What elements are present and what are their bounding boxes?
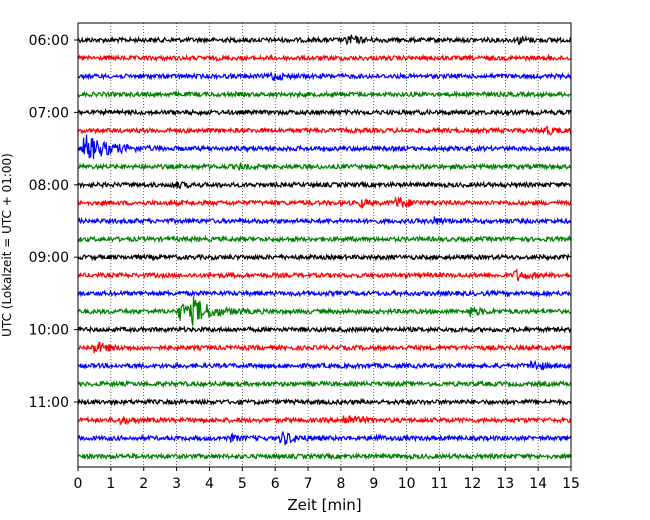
trace-1030 xyxy=(77,359,572,371)
trace-0930 xyxy=(77,289,572,298)
trace-1130 xyxy=(77,430,572,446)
trace-0800 xyxy=(77,180,572,190)
x-tick-label: 8 xyxy=(336,476,345,492)
y-axis-ticks: 06:00 07:00 08:00 09:00 10:00 11:00 xyxy=(29,33,78,411)
trace-0900 xyxy=(77,252,572,262)
trace-0645 xyxy=(77,89,572,99)
trace-0845 xyxy=(77,234,572,244)
trace-0815 xyxy=(77,195,572,210)
y-tick-label: 11:00 xyxy=(29,395,69,411)
x-tick-label: 10 xyxy=(398,476,416,492)
x-tick-label: 9 xyxy=(369,476,378,492)
x-tick-label: 1 xyxy=(106,476,115,492)
trace-1115 xyxy=(77,415,572,426)
trace-0730 xyxy=(77,134,572,160)
x-tick-label: 5 xyxy=(238,476,247,492)
trace-0745 xyxy=(77,162,572,172)
trace-0915 xyxy=(77,267,572,282)
y-axis-label: UTC (Lokalzeit = UTC + 01:00) xyxy=(0,153,14,337)
x-tick-label: 4 xyxy=(205,476,214,492)
trace-0945 xyxy=(78,296,572,326)
plot-frame xyxy=(77,22,572,468)
trace-0715 xyxy=(77,125,572,136)
x-tick-label: 3 xyxy=(172,476,181,492)
y-tick-label: 09:00 xyxy=(29,250,69,266)
x-tick-label: 2 xyxy=(139,476,148,492)
y-tick-label: 08:00 xyxy=(29,178,69,194)
x-tick-label: 6 xyxy=(271,476,280,492)
x-axis-label: Zeit [min] xyxy=(287,496,361,514)
vertical-grid xyxy=(110,23,539,467)
trace-layer xyxy=(77,34,572,461)
x-tick-label: 12 xyxy=(463,476,481,492)
trace-1045 xyxy=(77,379,572,389)
x-tick-label: 13 xyxy=(496,476,514,492)
trace-0630 xyxy=(77,70,572,82)
trace-1100 xyxy=(77,397,572,407)
y-tick-label: 07:00 xyxy=(29,105,69,121)
trace-0600 xyxy=(77,34,571,46)
x-axis-ticks: 0 1 2 3 4 5 6 7 8 9 10 11 12 13 14 15 xyxy=(74,467,580,492)
trace-0830 xyxy=(77,216,572,226)
x-tick-label: 7 xyxy=(304,476,313,492)
trace-0700 xyxy=(77,107,572,117)
x-tick-label: 15 xyxy=(562,476,580,492)
trace-1015 xyxy=(77,341,572,354)
x-tick-label: 14 xyxy=(529,476,547,492)
x-tick-label: 0 xyxy=(74,476,83,492)
trace-1000 xyxy=(77,325,572,334)
trace-1145 xyxy=(77,451,572,461)
y-tick-label: 10:00 xyxy=(29,323,69,339)
trace-0615 xyxy=(77,53,572,63)
y-tick-label: 06:00 xyxy=(29,33,69,49)
x-tick-label: 11 xyxy=(431,476,449,492)
